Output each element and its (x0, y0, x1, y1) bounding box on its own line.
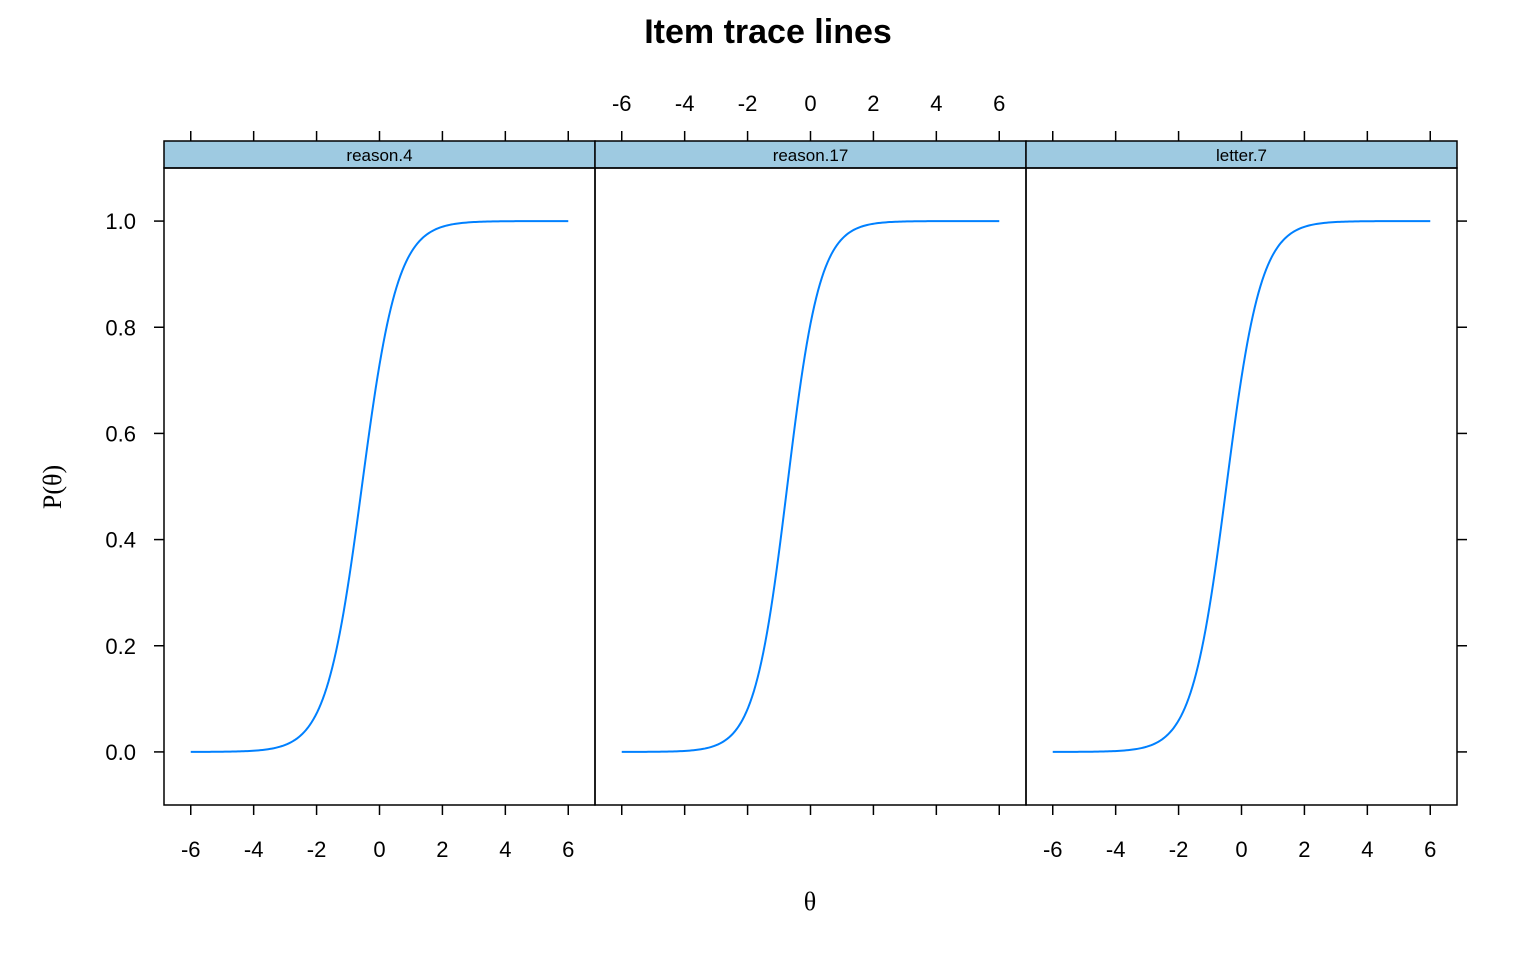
x-tick-label: -2 (307, 837, 327, 862)
x-tick-label: 6 (1424, 837, 1436, 862)
y-tick-label: 0.8 (105, 315, 136, 340)
panel-frame (1025, 167, 1458, 806)
y-tick-label: 0.4 (105, 528, 136, 553)
y-tick-label: 0.2 (105, 634, 136, 659)
x-tick-label: 4 (930, 91, 942, 116)
x-tick-label: -6 (612, 91, 632, 116)
panel-strip-label: reason.17 (773, 146, 849, 165)
panel-3: letter.7 -6 -4 -2 0 2 4 6 (1025, 131, 1458, 862)
y-tick-label: 0.6 (105, 421, 136, 446)
y-tick-label: 0.0 (105, 740, 136, 765)
x-tick-label: 2 (436, 837, 448, 862)
x-axis-label: θ (804, 887, 816, 916)
x-tick-label: -6 (181, 837, 201, 862)
panel-frame (163, 167, 596, 806)
panel-strip-label: letter.7 (1216, 146, 1267, 165)
x-tick-label: -4 (244, 837, 264, 862)
trace-line-reason.4 (190, 220, 569, 753)
trace-line-letter.7 (1052, 220, 1431, 753)
panel-strip (163, 140, 596, 169)
x-tick-label: 4 (1361, 837, 1373, 862)
x-tick-label: 2 (1298, 837, 1310, 862)
x-tick-label: 0 (373, 837, 385, 862)
x-tick-label: -4 (1106, 837, 1126, 862)
panel-strip-label: reason.4 (346, 146, 412, 165)
panel-1: reason.4 -6 -4 -2 0 2 4 6 (163, 131, 596, 862)
x-tick-label: 6 (993, 91, 1005, 116)
y-axis-label: P(θ) (38, 465, 67, 509)
x-tick-label: 2 (867, 91, 879, 116)
trace-line-reason.17 (621, 220, 1000, 753)
x-tick-label: 0 (804, 91, 816, 116)
x-tick-label: 6 (562, 837, 574, 862)
x-tick-label: 0 (1235, 837, 1247, 862)
x-tick-label: -4 (675, 91, 695, 116)
x-tick-label: -6 (1043, 837, 1063, 862)
panel-frame (594, 167, 1027, 806)
x-tick-label: -2 (738, 91, 758, 116)
x-tick-label: -2 (1169, 837, 1189, 862)
panel-2: reason.17 -6 -4 -2 0 2 4 6 (594, 91, 1027, 815)
chart-title: Item trace lines (644, 13, 892, 51)
y-tick-label: 1.0 (105, 209, 136, 234)
x-tick-label: 4 (499, 837, 511, 862)
